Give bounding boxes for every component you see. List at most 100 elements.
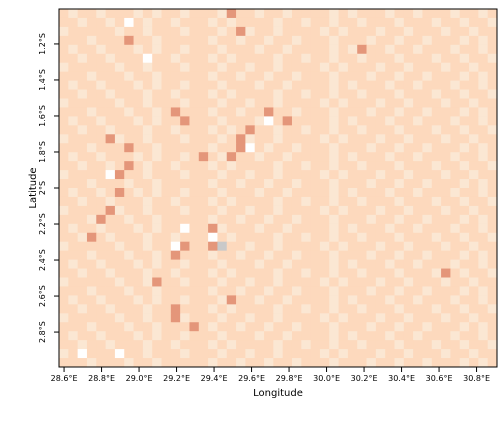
raster-cell [347, 143, 358, 153]
raster-cell [124, 161, 134, 171]
raster-cell [347, 205, 358, 216]
raster-cell [236, 35, 246, 46]
raster-cell [357, 223, 367, 234]
raster-cell [208, 188, 218, 198]
raster-cell [478, 152, 489, 162]
raster-cell [469, 62, 479, 73]
raster-cell [459, 304, 470, 314]
raster-cell [375, 179, 386, 189]
raster-cell [105, 241, 116, 252]
raster-cell [366, 80, 377, 90]
raster-cell [77, 152, 88, 162]
raster-cell [198, 9, 209, 19]
raster-cell [124, 313, 134, 323]
raster-cell [142, 214, 153, 225]
raster-cell [86, 161, 97, 171]
raster-cell [198, 134, 209, 144]
raster-cell [105, 179, 116, 189]
raster-cell [347, 107, 358, 117]
raster-cell [301, 170, 312, 180]
raster-cell [170, 152, 181, 162]
raster-cell [236, 134, 246, 144]
raster-cell [254, 26, 265, 37]
raster-cell [226, 196, 237, 207]
raster-cell [375, 80, 386, 90]
raster-cell [310, 116, 321, 126]
raster-cell [357, 241, 367, 252]
raster-cell [96, 62, 106, 73]
raster-cell [208, 268, 218, 278]
raster-cell [422, 134, 433, 144]
raster-cell [133, 17, 144, 28]
raster-cell [189, 170, 200, 180]
raster-cell [403, 331, 414, 341]
raster-cell [133, 71, 144, 81]
raster-cell [329, 331, 339, 341]
raster-cell [459, 80, 470, 90]
raster-cell [450, 241, 461, 252]
raster-cell [291, 62, 302, 73]
raster-cell [170, 134, 181, 144]
raster-cell [273, 26, 284, 37]
raster-cell [236, 17, 246, 28]
raster-cell [59, 161, 69, 171]
raster-cell [459, 214, 470, 225]
raster-cell [431, 161, 442, 171]
x-tick-label: 29.0°E [126, 374, 153, 383]
raster-cell [291, 80, 302, 90]
raster-cell [441, 188, 451, 198]
raster-cell [114, 44, 125, 55]
raster-cell [413, 340, 423, 350]
raster-cell [347, 125, 358, 135]
raster-cell [264, 196, 274, 207]
raster-cell [413, 259, 423, 269]
raster-cell [133, 196, 144, 207]
raster-cell [403, 340, 414, 350]
raster-cell [77, 170, 88, 180]
raster-cell [422, 62, 433, 73]
raster-cell [459, 9, 470, 19]
raster-cell [86, 125, 97, 135]
raster-cell [469, 71, 479, 81]
raster-cell [170, 313, 181, 323]
raster-cell [375, 295, 386, 305]
raster-cell [385, 116, 395, 126]
raster-cell [338, 80, 349, 90]
raster-cell [96, 358, 106, 368]
raster-cell [236, 44, 246, 55]
raster-cell [198, 188, 209, 198]
raster-cell [441, 9, 451, 19]
raster-cell [347, 26, 358, 37]
raster-cell [142, 277, 153, 287]
raster-cell [217, 313, 228, 323]
raster-cell [375, 322, 386, 332]
raster-cell [338, 250, 349, 260]
raster-cell [208, 349, 218, 359]
raster-cell [282, 358, 293, 368]
raster-cell [208, 313, 218, 323]
raster-cell [450, 170, 461, 180]
raster-cell [161, 241, 172, 252]
raster-cell [133, 179, 144, 189]
raster-cell [152, 161, 162, 171]
raster-cell [301, 286, 312, 296]
raster-cell [105, 143, 116, 153]
raster-cell [245, 143, 256, 153]
raster-cell [170, 340, 181, 350]
raster-cell [441, 349, 451, 359]
raster-cell [245, 179, 256, 189]
raster-cell [180, 250, 190, 260]
raster-cell [59, 358, 69, 368]
raster-cell [413, 250, 423, 260]
raster-cell [273, 223, 284, 234]
raster-cell [77, 214, 88, 225]
raster-cell [77, 188, 88, 198]
raster-cell [245, 241, 256, 252]
raster-cell [254, 205, 265, 216]
raster-cell [338, 161, 349, 171]
raster-cell [77, 17, 88, 28]
raster-cell [152, 268, 162, 278]
raster-cell [124, 188, 134, 198]
raster-cell [319, 188, 330, 198]
raster-cell [68, 134, 79, 144]
